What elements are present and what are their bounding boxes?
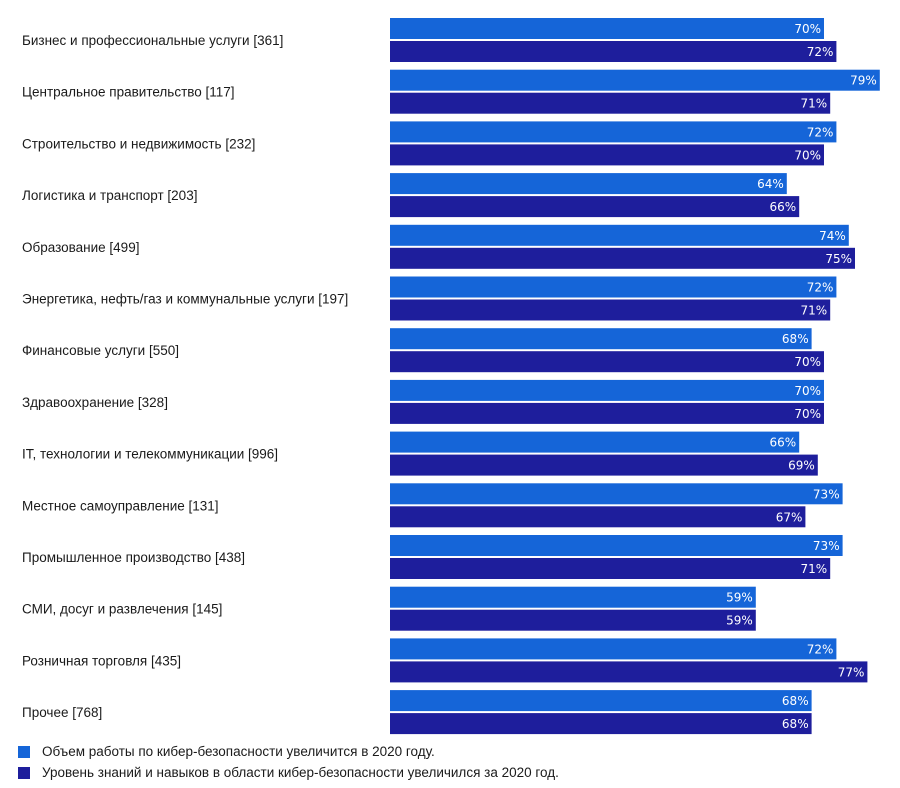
bar-skills (390, 196, 800, 218)
category-label: Бизнес и профессиональные услуги [361] (22, 33, 283, 48)
bar-chart: Бизнес и профессиональные услуги [361] 70… (22, 18, 880, 735)
bar-workload (390, 535, 843, 556)
data-label: 73% (813, 487, 840, 501)
data-label: 71% (801, 97, 828, 111)
bar-skills (390, 609, 756, 631)
bar-workload (390, 328, 812, 350)
bar-skills (390, 661, 868, 683)
data-label: 69% (788, 459, 815, 473)
data-label: 77% (838, 665, 865, 679)
data-label: 70% (794, 407, 821, 421)
data-label: 68% (782, 332, 809, 346)
data-label: 72% (807, 125, 834, 139)
legend-item-workload: Объем работы по кибер-безопасности увели… (18, 741, 559, 762)
data-label: 71% (801, 304, 828, 318)
bar-workload (390, 121, 837, 143)
category-label: СМИ, досуг и развлечения [145] (22, 602, 222, 617)
category-label: Энергетика, нефть/газ и коммунальные усл… (22, 292, 348, 307)
data-label: 68% (782, 717, 809, 731)
bar-workload (390, 431, 800, 453)
category-label: Промышленное производство [438] (22, 550, 245, 565)
bar-skills (390, 92, 831, 114)
category-label: Прочее [768] (22, 705, 102, 720)
category-label: Логистика и транспорт [203] (22, 188, 197, 203)
bar-skills (390, 454, 818, 476)
category-label: Местное самоуправление [131] (22, 498, 219, 513)
data-label: 70% (794, 355, 821, 369)
legend-swatch-workload (18, 745, 30, 758)
data-label: 70% (794, 148, 821, 162)
data-label: 66% (770, 200, 797, 214)
data-label: 74% (819, 229, 846, 243)
legend-label-skills: Уровень знаний и навыков в области кибер… (42, 765, 559, 780)
bar-workload (390, 379, 824, 401)
bar-workload (390, 483, 843, 505)
bar-workload (390, 276, 837, 298)
category-label: IT, технологии и телекоммуникации [996] (22, 447, 278, 462)
data-label: 70% (794, 22, 821, 36)
bar-workload (390, 638, 837, 660)
bar-skills (390, 299, 831, 321)
data-label: 72% (807, 45, 834, 59)
bar-skills (390, 41, 837, 62)
category-label: Финансовые услуги [550] (22, 343, 179, 358)
legend-item-skills: Уровень знаний и навыков в области кибер… (18, 762, 559, 783)
bar-skills (390, 713, 812, 735)
bar-skills (390, 558, 831, 579)
bar-workload (390, 173, 787, 195)
bar-skills (390, 351, 824, 373)
bar-workload (390, 586, 756, 608)
data-label: 72% (807, 281, 834, 295)
category-label: Образование [499] (22, 240, 139, 255)
data-label: 64% (757, 177, 784, 191)
bar-workload (390, 18, 824, 39)
bar-workload (390, 690, 812, 712)
data-label: 67% (776, 510, 803, 524)
data-label: 66% (770, 436, 797, 450)
bar-skills (390, 506, 806, 528)
data-label: 72% (807, 642, 834, 656)
category-label: Центральное правительство [117] (22, 85, 235, 100)
bar-skills (390, 144, 824, 166)
bar-workload (390, 224, 849, 246)
category-label: Строительство и недвижимость [232] (22, 136, 255, 151)
data-label: 73% (813, 539, 840, 553)
data-label: 59% (726, 591, 753, 605)
data-label: 71% (801, 562, 828, 576)
legend-label-workload: Объем работы по кибер-безопасности увели… (42, 744, 435, 759)
legend-swatch-skills (18, 766, 30, 779)
data-label: 79% (850, 74, 877, 88)
category-label: Розничная торговля [435] (22, 653, 181, 668)
data-label: 59% (726, 614, 753, 628)
data-label: 68% (782, 694, 809, 708)
bar-skills (390, 247, 855, 269)
bar-workload (390, 69, 880, 91)
data-label: 70% (794, 384, 821, 398)
data-label: 75% (825, 252, 852, 266)
category-label: Здравоохранение [328] (22, 395, 168, 410)
legend: Объем работы по кибер-безопасности увели… (18, 741, 559, 783)
bar-skills (390, 402, 824, 424)
